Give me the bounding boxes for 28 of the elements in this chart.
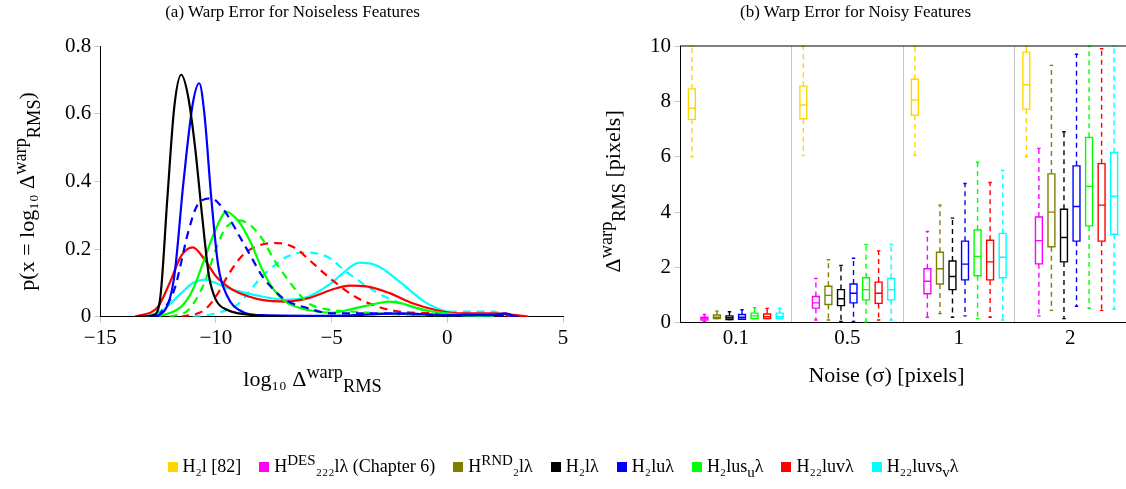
y-tick-label: 6 [660, 143, 671, 168]
x-tick-label: −5 [320, 324, 343, 349]
legend-label: H$^{DES}$₂₂₂lλ (Chapter 6) [274, 452, 436, 476]
legend-label: H₂₂luvs$_{v}$λ [886, 456, 959, 480]
legend-label: H$^{RND}$₂lλ [468, 452, 533, 476]
legend-label: H₂₂luvλ [796, 456, 854, 476]
y-tick-label: 10 [650, 32, 671, 57]
y-tick-label: 8 [660, 87, 671, 112]
x-tick-label: −10 [199, 324, 233, 349]
y-tick-label: 0.8 [65, 32, 92, 57]
y-tick-label: 4 [660, 198, 672, 223]
y-tick-label: 2 [660, 253, 671, 278]
chart-title: (a) Warp Error for Noiseless Features [164, 2, 421, 22]
x-tick-label: 0.1 [722, 324, 749, 349]
x-tick-label: 0 [442, 324, 453, 349]
legend-label: H₂l [82] [182, 456, 242, 476]
x-axis-title: Noise (σ) [pixels] [807, 362, 966, 388]
x-tick-label: 1 [953, 324, 964, 349]
x-tick-label: 2 [1065, 324, 1076, 349]
y-tick-label: 0.4 [65, 167, 92, 192]
legend-label: H₂lus$_{u}$λ [706, 456, 764, 480]
x-tick-label: 0.5 [834, 324, 861, 349]
legend-label: H₂luλ [631, 456, 674, 476]
legend-label: H₂lλ [565, 456, 599, 476]
chart-title: (b) Warp Error for Noisy Features [738, 2, 973, 22]
y-tick-label: 0.6 [65, 100, 92, 125]
x-tick-label: 5 [557, 324, 569, 349]
y-tick-label: 0.2 [65, 235, 92, 260]
